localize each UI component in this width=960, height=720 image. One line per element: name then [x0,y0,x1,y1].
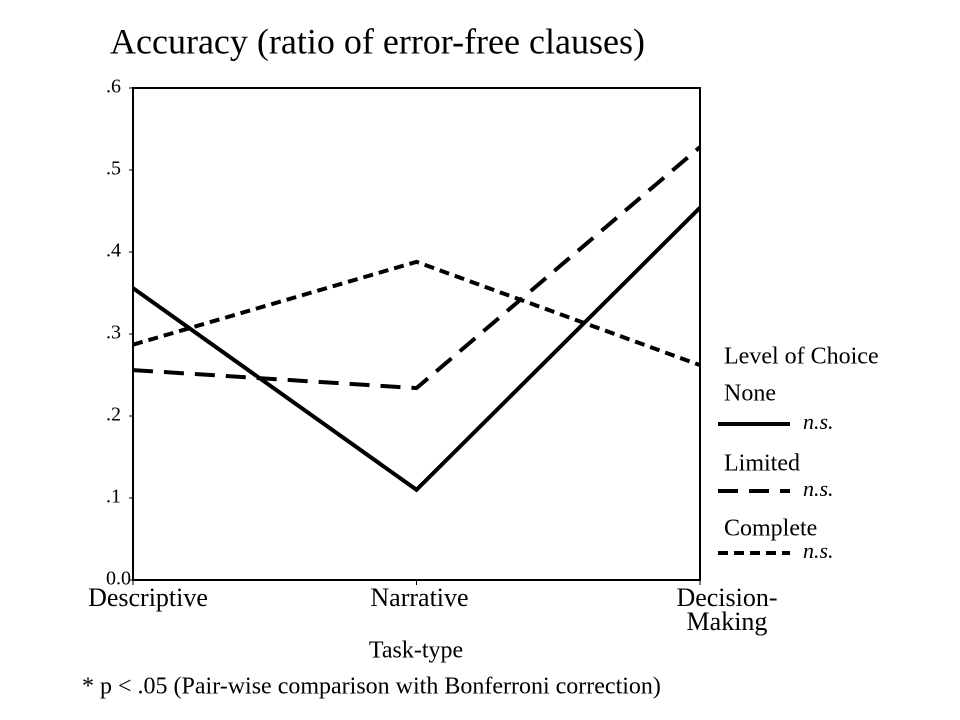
series-line [132,145,702,391]
legend-label: None [724,381,776,407]
series-line [131,206,702,493]
legend-label: Limited [724,451,800,477]
legend-note: n.s. [803,409,834,434]
legend-note: n.s. [803,538,834,563]
legend-label: Complete [724,516,817,542]
y-tick-label: .4 [106,240,121,262]
x-axis-label: Task-type [369,638,463,664]
y-tick-label: .5 [106,158,121,180]
chart-title: Accuracy (ratio of error-free clauses) [110,21,645,61]
legend-note: n.s. [803,476,834,501]
y-tick-label: .6 [106,76,121,98]
y-tick-label: 0.0 [106,568,131,590]
x-tick-label: Descriptive [88,583,208,612]
y-tick-label: .1 [106,486,121,508]
x-tick-label: Narrative [370,583,469,612]
y-tick-label: .3 [106,322,121,344]
plot-frame [132,87,701,581]
x-tick-label: Decision- Making [676,583,778,636]
y-tick-label: .2 [106,404,121,426]
series-line [132,259,701,368]
footnote: * p < .05 (Pair-wise comparison with Bon… [82,674,661,700]
legend-title: Level of Choice [724,344,879,370]
